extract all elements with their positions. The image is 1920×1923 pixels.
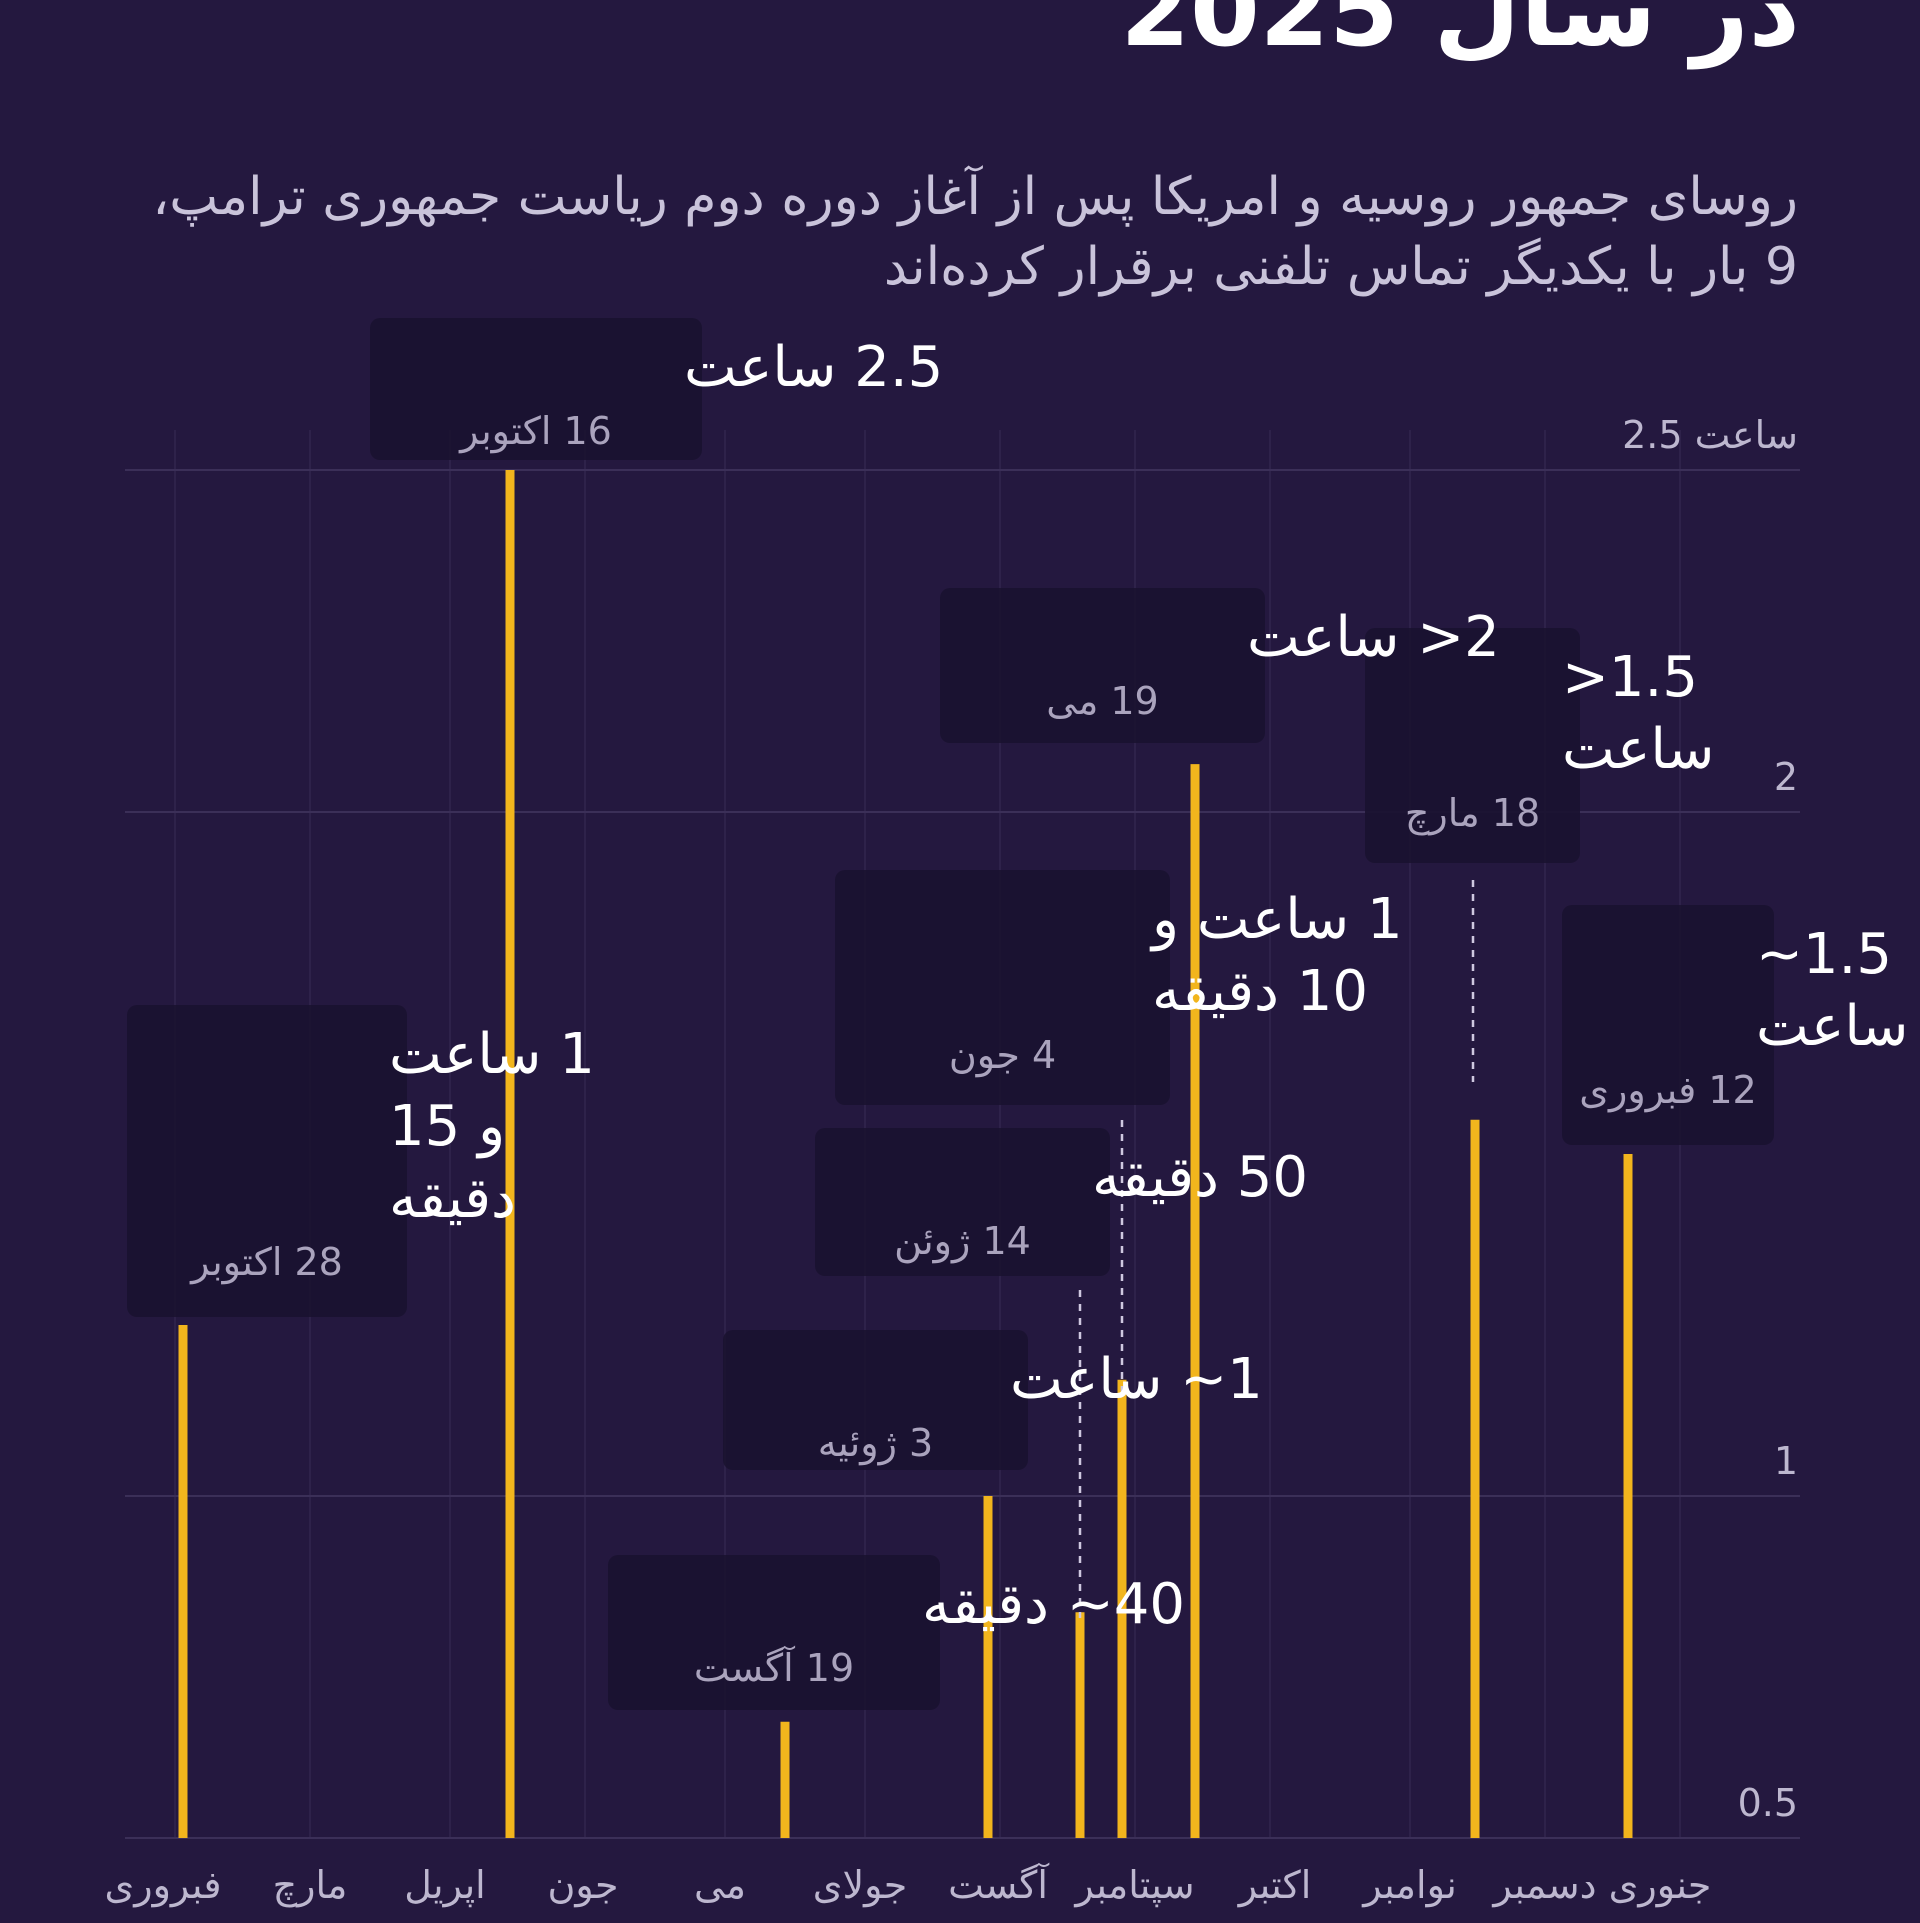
call-date-label: 14 ژوئن <box>894 1219 1031 1264</box>
call-6: 1~ ساعت 3 ژوئیه <box>723 1330 1263 1838</box>
duration-label: 2.5 ساعت <box>684 335 943 400</box>
x-tick-label: فبروری <box>104 1863 221 1908</box>
call-date-label: 3 ژوئیه <box>818 1421 933 1466</box>
call-7: 40~ دقیقه 19 آگست <box>608 1555 1185 1838</box>
x-tick-label: جولای <box>813 1863 908 1908</box>
x-tick-label: نوامبر <box>1361 1863 1457 1908</box>
duration-label: ساعت <box>1562 717 1714 782</box>
x-tick-label: جون <box>547 1863 618 1908</box>
chart-title: در سال 2025 <box>1120 0 1801 69</box>
duration-label: 2< ساعت <box>1247 605 1500 670</box>
label-box <box>608 1555 940 1710</box>
x-tick-label: مارچ <box>273 1863 348 1907</box>
x-tick-label: سپتامبر <box>1073 1863 1194 1908</box>
duration-label: 1 ساعت و <box>1149 887 1403 952</box>
y-tick-label: 1 <box>1774 1439 1798 1483</box>
call-5: 50 دقیقه 14 ژوئن <box>815 1128 1308 1838</box>
duration-label: 40~ دقیقه <box>922 1572 1185 1637</box>
y-tick-label: 2 <box>1774 755 1798 799</box>
call-9: 1 ساعت و 15 دقیقه 28 اکتوبر <box>127 1005 595 1838</box>
y-tick-label: 0.5 <box>1738 1781 1798 1825</box>
label-box <box>1365 628 1580 863</box>
duration-label: 1 ساعت <box>389 1022 595 1087</box>
label-box <box>940 588 1265 743</box>
call-date-label: 19 آگست <box>694 1645 854 1690</box>
label-box <box>1562 905 1774 1145</box>
duration-label: دقیقه <box>389 1166 516 1231</box>
duration-label: 1.5~ <box>1756 922 1892 987</box>
chart-subtitle: روسای جمهور روسیه و امریکا پس از آغاز دو… <box>152 167 1798 297</box>
x-tick-label: اکتبر <box>1237 1863 1312 1908</box>
x-tick-label: دسمبر <box>1491 1863 1596 1908</box>
label-box <box>370 318 702 460</box>
x-tick-label: می <box>694 1863 746 1907</box>
call-date-label: 18 مارچ <box>1405 791 1540 835</box>
call-date-label: 12 فبروری <box>1579 1068 1756 1113</box>
duration-label: 50 دقیقه <box>1092 1145 1308 1210</box>
call-date-label: 19 می <box>1046 679 1158 723</box>
label-box <box>127 1005 407 1317</box>
label-box <box>835 870 1170 1105</box>
duration-label: ساعت <box>1756 994 1908 1059</box>
x-tick-label: اپریل <box>404 1863 485 1908</box>
label-box <box>815 1128 1110 1276</box>
x-tick-label: جنوری <box>1609 1863 1712 1908</box>
duration-label: 1.5< <box>1562 645 1698 710</box>
y-tick-label: 2.5 ساعت <box>1622 413 1798 457</box>
duration-label: 1~ ساعت <box>1010 1347 1263 1412</box>
call-8: 2.5 ساعت 16 اکتوبر <box>370 318 943 1838</box>
duration-label: 10 دقیقه <box>1152 959 1368 1024</box>
duration-label: و 15 <box>389 1094 505 1159</box>
call-date-label: 28 اکتوبر <box>189 1240 343 1285</box>
label-box <box>723 1330 1028 1470</box>
call-date-label: 4 جون <box>949 1033 1056 1078</box>
call-3: 2< ساعت 19 می <box>940 588 1500 1838</box>
x-tick-label: آگست <box>948 1862 1049 1907</box>
call-4: 1 ساعت و 10 دقیقه 4 جون <box>835 870 1403 1838</box>
call-date-label: 16 اکتوبر <box>458 409 612 454</box>
call-2: 1.5< ساعت 18 مارچ <box>1365 628 1714 1838</box>
